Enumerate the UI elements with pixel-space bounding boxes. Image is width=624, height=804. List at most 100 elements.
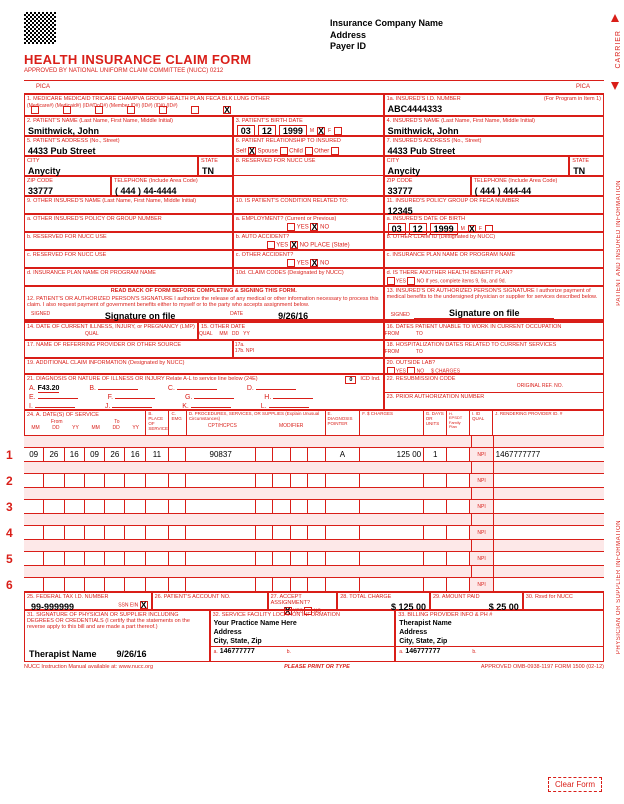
oth-no[interactable] [310,259,318,267]
box1a-label: 1a. INSURED'S I.D. NUMBER [387,96,461,102]
payer-id: Payer ID [330,41,443,53]
box22-label: 22. RESUBMISSION CODE [385,375,603,383]
box1a-hint: (For Program in Item 1) [544,96,601,102]
arrow-down-icon [611,82,619,90]
claim-form: Insurance Company Name Address Payer ID … [0,0,624,804]
box9a-label: a. OTHER INSURED'S POLICY OR GROUP NUMBE… [25,215,232,223]
emp-yes[interactable] [287,223,295,231]
box15-label: 15. OTHER DATE [199,323,383,331]
arrow-up-icon [611,14,619,22]
box14-label: 14. DATE OF CURRENT ILLNESS, INJURY, or … [25,323,197,331]
patient-signature[interactable]: Signature on file [70,311,210,322]
physician-date[interactable]: 9/26/16 [117,649,147,659]
box23-label: 23. PRIOR AUTHORIZATION NUMBER [385,393,603,401]
service-line[interactable]: 6 NPI [24,578,604,592]
box11c-label: c. INSURANCE PLAN NAME OR PROGRAM NAME [385,251,603,259]
feca-checkbox[interactable] [191,106,199,114]
physician-name[interactable]: Therapist Name [29,649,97,659]
ein-checkbox[interactable] [140,601,148,609]
rel-spouse[interactable] [280,147,288,155]
insured-signature[interactable]: Signature on file [414,308,554,319]
sex-m-checkbox[interactable] [317,127,325,135]
box5-label: 5. PATIENT'S ADDRESS (No., Street) [25,137,232,145]
box11a-label: a. INSURED'S DATE OF BIRTH [385,215,603,223]
rel-child[interactable] [305,147,313,155]
box10b-label: b. AUTO ACCIDENT? [234,233,383,241]
box6-label: 6. PATIENT RELATIONSHIP TO INSURED [234,137,383,145]
other-checkbox[interactable] [223,106,231,114]
service-line-shaded [24,488,604,500]
service-line[interactable]: 4 NPI [24,526,604,540]
box11d-label: d. IS THERE ANOTHER HEALTH BENEFIT PLAN? [385,269,603,277]
box18-label: 18. HOSPITALIZATION DATES RELATED TO CUR… [385,341,603,349]
icd-indicator[interactable]: 0 [345,376,356,384]
box2-label: 2. PATIENT'S NAME (Last Name, First Name… [25,117,232,125]
auto-yes[interactable] [267,241,275,249]
box3-label: 3. PATIENT'S BIRTH DATE [234,117,383,125]
company-name: Insurance Company Name [330,18,443,30]
box1-label: 1. MEDICARE MEDICAID TRICARE CHAMPVA GRO… [25,95,383,103]
box8-label: 8. RESERVED FOR NUCC USE [234,157,383,165]
box12-label: 12. PATIENT'S OR AUTHORIZED PERSON'S SIG… [25,295,383,309]
box17-label: 17. NAME OF REFERRING PROVIDER OR OTHER … [25,341,232,349]
box9c-label: c. RESERVED FOR NUCC USE [25,251,232,259]
carrier-label: CARRIER [615,30,622,69]
box20-label: 20. OUTSIDE LAB? [385,359,603,367]
box12-heading: READ BACK OF FORM BEFORE COMPLETING & SI… [25,287,383,295]
tricare-checkbox[interactable] [95,106,103,114]
service-line[interactable]: 1 09 26 16 09 26 16 11 90837 A 125 00 1 … [24,448,604,462]
box11b-label: b. OTHER CLAIM ID (Designated by NUCC) [385,233,603,241]
qr-code [24,12,56,44]
service-line[interactable]: 5 NPI [24,552,604,566]
company-address: Address [330,30,443,42]
service-line-shaded [24,462,604,474]
champva-checkbox[interactable] [127,106,135,114]
nucc-footer: NUCC Instruction Manual available at: ww… [24,664,153,670]
form-title: HEALTH INSURANCE CLAIM FORM [24,52,251,67]
physician-section-label: PHYSICIAN OR SUPPLIER INFORMATION [616,520,622,654]
box13-label: 13. INSURED'S OR AUTHORIZED PERSON'S SIG… [385,287,603,301]
service-line[interactable]: 3 NPI [24,500,604,514]
service-line-shaded [24,514,604,526]
medicare-checkbox[interactable] [31,106,39,114]
box11-label: 11. INSURED'S POLICY GROUP OR FECA NUMBE… [385,197,603,205]
facility-npi[interactable]: 146777777 [220,648,255,655]
rel-self[interactable] [248,147,256,155]
another-yes[interactable] [387,277,395,285]
box19-label: 19. ADDITIONAL CLAIM INFORMATION (Design… [25,359,383,367]
pica-row: PICA PICA [24,80,604,94]
box16-label: 16. DATES PATIENT UNABLE TO WORK IN CURR… [385,323,603,331]
box21-label: 21. DIAGNOSIS OR NATURE OF ILLNESS OR IN… [27,376,258,382]
pica-right: PICA [576,84,590,90]
emp-no[interactable] [310,223,318,231]
rel-other[interactable] [331,147,339,155]
box4-label: 4. INSURED'S NAME (Last Name, First Name… [385,117,603,125]
header-info: Insurance Company Name Address Payer ID [330,18,443,53]
diag-a[interactable]: F43.20 [38,385,60,393]
group-checkbox[interactable] [159,106,167,114]
print-footer: PLEASE PRINT OR TYPE [284,664,350,670]
box10d-label: 10d. CLAIM CODES (Designated by NUCC) [234,269,383,277]
pica-left: PICA [36,84,50,90]
service-line-shaded [24,436,604,448]
signature-date[interactable]: 9/26/16 [263,311,323,322]
box9-label: 9. OTHER INSURED'S NAME (Last Name, Firs… [25,197,232,205]
oth-yes[interactable] [287,259,295,267]
box10a-label: a. EMPLOYMENT? (Current or Previous) [234,215,383,223]
patient-section-label: PATIENT AND INSURED INFORMATION [616,180,622,306]
service-line[interactable]: 2 NPI [24,474,604,488]
medicaid-checkbox[interactable] [63,106,71,114]
box10c-label: c. OTHER ACCIDENT? [234,251,383,259]
service-lines: 1 09 26 16 09 26 16 11 90837 A 125 00 1 … [24,436,604,592]
box10-label: 10. IS PATIENT'S CONDITION RELATED TO: [234,197,383,205]
sex-f-checkbox[interactable] [334,127,342,135]
box9d-label: d. INSURANCE PLAN NAME OR PROGRAM NAME [25,269,232,277]
omb-footer: APPROVED OMB-0938-1197 FORM 1500 (02-12) [481,664,604,670]
auto-no[interactable] [290,241,298,249]
billing-npi[interactable]: 146777777 [405,648,440,655]
another-no[interactable] [407,277,415,285]
box9b-label: b. RESERVED FOR NUCC USE [25,233,232,241]
insured-id[interactable]: ABC4444333 [385,103,603,115]
service-line-shaded [24,540,604,552]
clear-form-button[interactable]: Clear Form [548,777,602,792]
